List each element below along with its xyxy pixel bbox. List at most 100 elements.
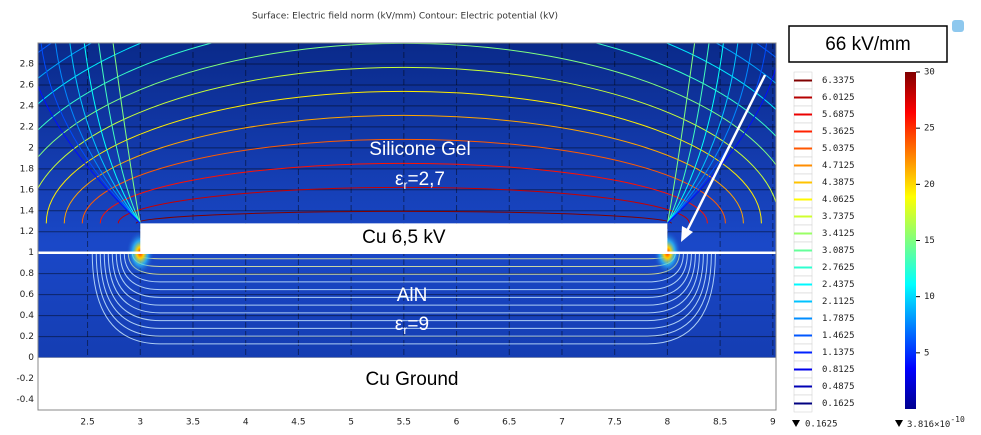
eps-symbol: ε <box>395 314 404 335</box>
x-tick-label: 2.5 <box>80 418 94 428</box>
arrow-head <box>681 226 693 242</box>
contour-line <box>38 84 141 224</box>
contour-label: 5.3625 <box>822 127 855 137</box>
contour-line <box>667 65 776 224</box>
contour-line <box>123 252 684 283</box>
x-tick-label: 4 <box>243 418 249 428</box>
x-tick-label: 3.5 <box>186 418 200 428</box>
surface-min: 3.816×10-10 <box>907 415 965 430</box>
plot-frame <box>37 42 777 411</box>
colorbar-tick-label: 5 <box>924 348 929 358</box>
contour-line <box>45 90 762 224</box>
eps-symbol: ε <box>395 169 404 190</box>
x-tick-label: 6.5 <box>502 418 516 428</box>
y-tick-label: 2.6 <box>20 80 35 90</box>
x-tick-label: 8.5 <box>713 418 727 428</box>
contour-line <box>135 210 672 224</box>
min-marker <box>895 420 903 427</box>
contour-line <box>119 252 688 291</box>
contour-line <box>54 43 141 224</box>
contour-line <box>40 43 141 224</box>
y-tick-label: 1.2 <box>20 227 34 237</box>
contour-line <box>83 43 141 224</box>
y-tick-label: 0.4 <box>20 311 35 321</box>
contour-label: 1.7875 <box>822 314 855 324</box>
contour-line <box>38 43 776 138</box>
contour-label: 2.4375 <box>822 280 855 290</box>
contour-line <box>103 252 704 322</box>
contour-label: 4.3875 <box>822 178 855 188</box>
y-tick-label: 2 <box>28 143 34 153</box>
contour-line <box>38 66 776 205</box>
plot-area <box>38 43 776 410</box>
y-tick-label: 0.2 <box>20 332 34 342</box>
x-tick-label: 9 <box>770 418 776 428</box>
contour-label: 5.0375 <box>822 144 855 154</box>
contour-label: 4.0625 <box>822 195 855 205</box>
contour-line <box>81 138 726 224</box>
x-tick-label: 6 <box>454 418 460 428</box>
contour-min: 0.1625 <box>805 420 838 430</box>
contour-label: 3.4125 <box>822 229 855 239</box>
contour-line <box>666 43 724 224</box>
contour-line <box>99 162 708 224</box>
surface-colorbar <box>905 72 916 409</box>
region-label: AlN <box>397 285 428 306</box>
contour-label: 6.0125 <box>822 93 855 103</box>
x-tick-label: 5.5 <box>397 418 411 428</box>
x-tick-label: 8 <box>665 418 671 428</box>
x-tick-label: 7.5 <box>608 418 622 428</box>
x-tick-label: 3 <box>137 418 143 428</box>
contour-line <box>99 252 708 329</box>
region-eps: εr=9 <box>395 314 429 337</box>
contour-label: 6.3375 <box>822 76 855 86</box>
contour-line <box>667 43 753 224</box>
contour-line <box>111 252 696 306</box>
region-label: Cu Ground <box>366 369 459 390</box>
eps-sub: r <box>403 178 407 192</box>
contour-label: 2.7625 <box>822 263 855 273</box>
contour-line <box>91 252 716 345</box>
max-field-box <box>788 25 948 63</box>
app-icon <box>952 20 964 32</box>
surface-min-mantissa: 3.816×10 <box>907 420 950 430</box>
contour-line <box>667 43 739 224</box>
contour-label: 0.8125 <box>822 365 855 375</box>
eps-sub: r <box>403 323 407 337</box>
contour-line <box>117 186 690 224</box>
colorbar-tick-label: 15 <box>924 236 935 246</box>
contour-label: 2.1125 <box>822 297 855 307</box>
y-tick-label: 2.8 <box>20 59 35 69</box>
y-tick-label: 1.8 <box>20 164 35 174</box>
ground <box>38 357 776 410</box>
legend: 6.3375 6.0125 5.6875 5.3625 5.0375 4.7125 4.38… <box>793 68 965 430</box>
y-tick-label: 2.4 <box>20 101 35 111</box>
max-field-label: 66 kV/mm <box>825 34 911 55</box>
y-tick-label: 0.6 <box>20 290 35 300</box>
annotation-arrow <box>684 74 767 234</box>
min-marker <box>792 420 800 427</box>
colorbar-tick-label: 25 <box>924 124 935 134</box>
x-tick-label: 5 <box>348 418 354 428</box>
contour-line <box>107 252 700 314</box>
contour-label: 1.1375 <box>822 348 855 358</box>
contour-label: 5.6875 <box>822 110 855 120</box>
contour-label: 1.4625 <box>822 331 855 341</box>
contour-label: 3.7375 <box>822 212 855 222</box>
y-tick-label: 1 <box>28 248 34 258</box>
contour-line <box>95 252 712 337</box>
contour-line <box>98 43 141 224</box>
contour-line <box>69 43 141 224</box>
y-tick-label: 0 <box>28 353 34 363</box>
contour-line <box>63 114 744 224</box>
colorbar-tick-label: 20 <box>924 180 935 190</box>
x-tick-label: 4.5 <box>291 418 305 428</box>
colorbar-tick-label: 10 <box>924 292 935 302</box>
region-eps: εr=2,7 <box>395 169 445 192</box>
region-label: Cu 6,5 kV <box>362 227 446 248</box>
y-tick-label: -0.2 <box>16 374 34 384</box>
contour-label: 4.7125 <box>822 161 855 171</box>
x-tick-label: 7 <box>559 418 565 428</box>
colorbar-tick-label: 30 <box>924 68 935 78</box>
